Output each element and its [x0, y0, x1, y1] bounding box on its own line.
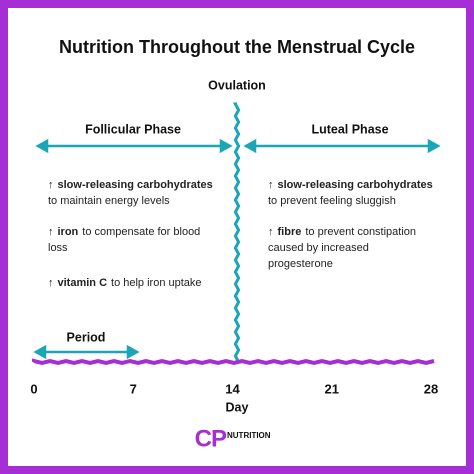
- bullet-bold: slow-releasing carbohydrates: [58, 179, 213, 191]
- bullet-text: to prevent constipation: [305, 226, 416, 238]
- day-tick: 21: [325, 381, 339, 396]
- bullet-arrow: ↑: [268, 179, 274, 191]
- arrows: [33, 138, 441, 360]
- bullet-line: progesterone: [268, 258, 333, 270]
- follicular-label: Follicular Phase: [85, 122, 181, 136]
- bullet-bold: iron: [58, 226, 79, 238]
- arrow-heads: [243, 138, 441, 154]
- bullet-text: to help iron uptake: [111, 277, 202, 289]
- day-tick: 14: [225, 381, 240, 396]
- luteal-label: Luteal Phase: [311, 122, 388, 136]
- axis-label: Day: [226, 400, 249, 414]
- bullet-arrow: ↑: [48, 179, 54, 191]
- bullet-line: ↑ fibre to prevent constipation: [268, 226, 416, 238]
- ovulation-line: [232, 102, 241, 363]
- logo-text: NUTRITION: [227, 431, 271, 440]
- day-tick: 7: [130, 381, 137, 396]
- ovulation-label: Ovulation: [208, 78, 266, 92]
- bullet-line: caused by increased: [268, 242, 369, 254]
- bullet-text: to compensate for blood: [82, 226, 200, 238]
- arrow-heads: [33, 344, 140, 360]
- bullet-arrow: ↑: [48, 226, 54, 238]
- bullet-line: loss: [48, 242, 68, 254]
- bullet-bold: vitamin C: [58, 277, 108, 289]
- bullet-line: ↑ slow-releasing carbohydrates: [268, 179, 433, 191]
- bullet-bold: fibre: [278, 226, 302, 238]
- bullet-line: to prevent feeling sluggish: [268, 195, 396, 207]
- bullet-line: ↑ slow-releasing carbohydrates: [48, 179, 213, 191]
- logo-mark: CP: [195, 425, 227, 452]
- day-tick: 28: [424, 381, 438, 396]
- bullet-bold: slow-releasing carbohydrates: [278, 179, 433, 191]
- period-label: Period: [67, 330, 106, 344]
- bullet-line: to maintain energy levels: [48, 195, 170, 207]
- bullet-arrow: ↑: [48, 277, 54, 289]
- bullet-arrow: ↑: [268, 226, 274, 238]
- day-tick: 0: [30, 381, 37, 396]
- day-axis: [32, 358, 435, 366]
- title: Nutrition Throughout the Menstrual Cycle: [59, 37, 415, 57]
- bullet-line: ↑ iron to compensate for blood: [48, 226, 200, 238]
- arrow-heads: [35, 138, 233, 154]
